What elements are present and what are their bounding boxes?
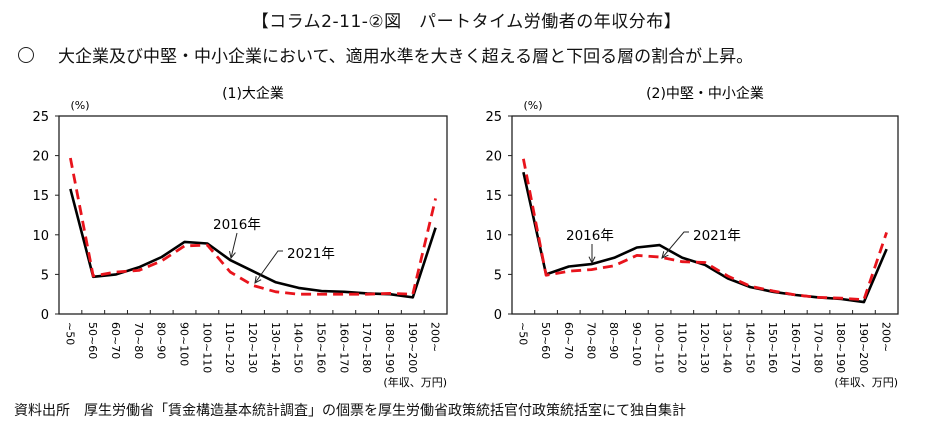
x-tick-label: 190~200 [406,322,419,373]
x-tick-label: 150~160 [766,322,779,373]
y-tick-label: 20 [32,150,49,165]
y-tick-label: 20 [485,150,502,165]
x-tick-label: 60~70 [109,322,122,359]
x-tick-label: 50~60 [86,322,99,359]
x-tick-label: 160~170 [337,322,350,373]
x-tick-label: 80~90 [155,322,168,359]
x-tick-label: 200~ [880,322,893,352]
x-tick-label: 80~90 [607,322,620,359]
series-line-2021 [522,158,888,302]
x-tick-label: 140~150 [743,322,756,373]
x-tick-label: 100~110 [653,322,666,373]
y-tick-label: 15 [485,189,502,204]
y-tick-label: 25 [32,110,49,125]
annotation-label: 2021年 [693,228,741,244]
x-axis-unit: (年収、万円) [383,375,447,389]
y-tick-label: 0 [494,308,502,323]
annotation-arrow [230,232,238,259]
x-axis-unit: (年収、万円) [834,375,898,389]
series-line-2021 [69,157,437,296]
x-tick-label: 140~150 [292,322,305,373]
x-tick-label: 160~170 [789,322,802,373]
figure-title: 【コラム2-11-②図 パートタイム労働者の年収分布】 [251,12,682,32]
x-tick-label: 60~70 [562,322,575,359]
chart-title: (1)大企業 [222,85,284,102]
x-tick-label: 90~100 [178,322,191,366]
y-tick-label: 10 [485,229,502,244]
circle-bullet-icon [18,47,34,63]
x-tick-label: 190~200 [857,322,870,373]
source-note: 資料出所 厚生労働省「賃金構造基本統計調査」の個票を厚生労働省政策統括官付政策統… [14,403,686,419]
x-tick-label: 50~60 [539,322,552,359]
arrowhead-icon [661,251,669,259]
x-tick-label: 120~130 [246,322,259,373]
summary-line: 大企業及び中堅・中小企業において、適用水準を大きく超える層と下回る層の割合が上昇… [18,42,753,67]
x-tick-label: 180~190 [834,322,847,373]
y-tick-label: 25 [485,110,502,125]
y-tick-label: 0 [41,308,49,323]
y-tick-label: 10 [32,229,49,244]
y-tick-label: 5 [494,268,502,283]
x-tick-label: 130~140 [721,322,734,373]
x-tick-label: 70~80 [132,322,145,359]
y-axis-unit: (%) [523,99,542,112]
chart-2: (2)中堅・中小企業 (%) 0 5 10 15 20 25 ~50 50~60 60~70 70~8… [485,85,899,389]
x-tick-label: 70~80 [584,322,597,359]
x-tick-label: 170~180 [360,322,373,373]
plot-frame [58,115,448,315]
x-tick-label: ~50 [63,322,76,345]
x-tick-label: 90~100 [630,322,643,366]
x-tick-label: 170~180 [812,322,825,373]
annotation-arrow [254,250,283,284]
arrowhead-icon [229,251,236,260]
y-tick-label: 5 [41,268,49,283]
x-tick-label: 110~120 [675,322,688,373]
x-tick-label: 200~ [429,322,442,352]
x-tick-label: 110~120 [223,322,236,373]
series-line-2016 [69,188,437,299]
plot-frame [511,115,899,315]
arrowhead-icon [588,256,596,265]
x-tick-label: 100~110 [200,322,213,373]
x-tick-label: 180~190 [383,322,396,373]
x-tick-label: 120~130 [698,322,711,373]
chart-1: (1)大企業 (%) 0 5 10 15 20 25 ~50 50~60 60~70 70~80 80~… [32,85,448,389]
chart-title: (2)中堅・中小企業 [646,85,764,102]
annotation-label: 2016年 [213,217,261,233]
annotation-label: 2016年 [566,228,614,244]
annotation-arrow [661,231,689,259]
summary-text: 大企業及び中堅・中小企業において、適用水準を大きく超える層と下回る層の割合が上昇… [58,47,754,67]
annotation-label: 2021年 [287,246,335,262]
y-axis-unit: (%) [70,99,89,112]
y-tick-label: 15 [32,189,49,204]
x-tick-label: 130~140 [269,322,282,373]
arrowhead-icon [254,276,262,284]
x-tick-label: 150~160 [314,322,327,373]
x-tick-label: ~50 [516,322,529,345]
